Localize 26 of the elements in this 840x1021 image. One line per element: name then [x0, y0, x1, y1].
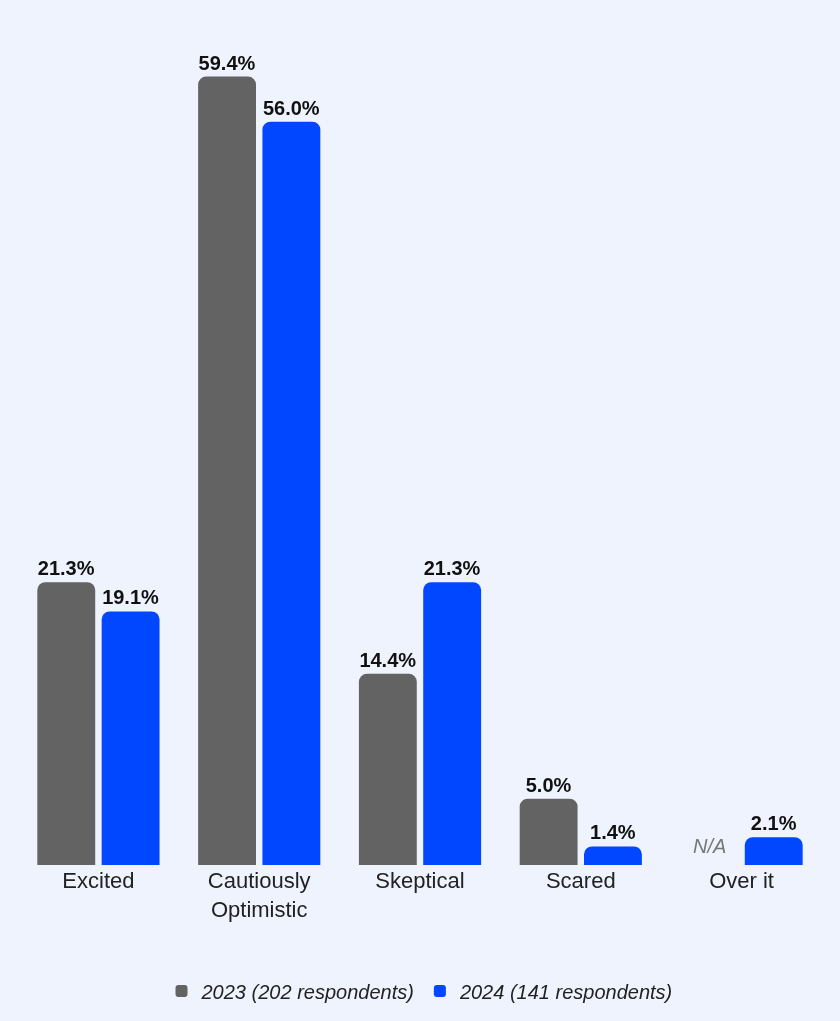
x-tick-label: Scared: [545, 868, 616, 893]
data-label: 19.1%: [102, 586, 160, 609]
bar: [744, 837, 803, 865]
data-label: 21.3%: [423, 557, 481, 580]
bar: [101, 611, 160, 865]
bar: [262, 121, 321, 865]
bar: [584, 846, 642, 865]
data-label: 5.0%: [525, 773, 572, 796]
x-tick-label: Excited: [62, 868, 135, 893]
bar: [519, 798, 578, 865]
x-tick-label: Cautiously Optimistic: [207, 868, 311, 922]
text: N/A: [693, 835, 727, 857]
bar: [423, 582, 482, 865]
data-label: 59.4%: [198, 51, 256, 74]
data-label: 14.4%: [359, 648, 417, 671]
legend-label: 2024 (141 respondents): [458, 980, 673, 1003]
data-label: 56.0%: [262, 96, 320, 119]
data-label: 21.3%: [37, 557, 95, 580]
legend-label: 2023 (202 respondents): [200, 980, 414, 1003]
bar: [37, 582, 96, 865]
data-label: 1.4%: [590, 821, 636, 844]
x-tick-label: Skeptical: [375, 868, 465, 893]
bar: [198, 76, 256, 865]
x-tick-label: Over it: [709, 868, 774, 893]
bar: [358, 673, 417, 865]
data-label: 2.1%: [750, 812, 797, 835]
